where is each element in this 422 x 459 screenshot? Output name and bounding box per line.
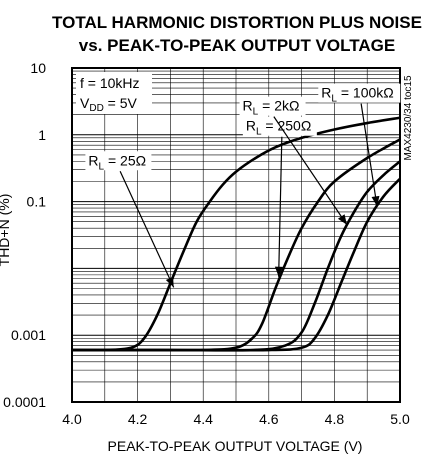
- arrowhead: [337, 214, 347, 225]
- x-tick-label: 4.6: [259, 411, 279, 427]
- plot-frame: [71, 67, 401, 403]
- condition-frequency: f = 10kHz: [80, 75, 140, 91]
- arrowhead: [274, 266, 283, 277]
- y-tick-label: 0.1: [27, 194, 47, 210]
- condition-vdd: VDD = 5V: [80, 95, 138, 114]
- x-axis-label: PEAK-TO-PEAK OUTPUT VOLTAGE (V): [108, 438, 363, 454]
- y-tick-label: 1: [38, 127, 46, 143]
- series-label-text: RL = 2kΩ: [243, 98, 300, 118]
- series-label-text: RL = 100kΩ: [321, 85, 393, 105]
- conditions-block: f = 10kHz VDD = 5V: [76, 72, 152, 114]
- series-label-text: RL = 250Ω: [246, 118, 311, 138]
- y-tick-labels: 10 1 0.1 0.001 0.0001: [3, 60, 46, 410]
- y-tick-label: 0.001: [11, 327, 46, 343]
- arrowhead: [165, 276, 174, 288]
- label-arrow: [278, 136, 283, 277]
- y-tick-label: 10: [30, 60, 46, 76]
- series-label-3: RL = 2kΩ: [239, 96, 348, 226]
- x-tick-label: 4.8: [325, 411, 345, 427]
- label-arrow: [119, 171, 175, 288]
- series-label-4: RL = 100kΩ: [318, 83, 401, 207]
- chart-subtitle: vs. PEAK-TO-PEAK OUTPUT VOLTAGE: [79, 36, 395, 55]
- y-tick-label: 0.0001: [3, 394, 46, 410]
- label-arrow: [273, 116, 348, 226]
- x-tick-label: 4.2: [128, 411, 148, 427]
- y-axis-label: THD+N (%): [0, 194, 12, 267]
- chart-title: TOTAL HARMONIC DISTORTION PLUS NOISE: [52, 13, 422, 32]
- series-label-2: RL = 250Ω: [242, 116, 317, 277]
- arrowhead: [371, 195, 380, 207]
- label-arrow: [360, 103, 378, 207]
- x-tick-label: 4.4: [193, 411, 213, 427]
- x-tick-label: 4.0: [62, 411, 82, 427]
- label-background: [239, 96, 306, 116]
- label-background: [318, 83, 401, 103]
- x-tick-labels: 4.0 4.2 4.4 4.6 4.8 5.0: [62, 411, 410, 427]
- series-group: [71, 116, 401, 352]
- label-background: [85, 151, 152, 171]
- series-line-4: [72, 177, 401, 352]
- series-label-1: RL = 25Ω: [85, 151, 175, 288]
- x-tick-label: 5.0: [390, 411, 410, 427]
- grid: [72, 68, 400, 402]
- figure-code: MAX4230/34 toc15: [403, 75, 414, 160]
- series-label-text: RL = 25Ω: [88, 152, 146, 172]
